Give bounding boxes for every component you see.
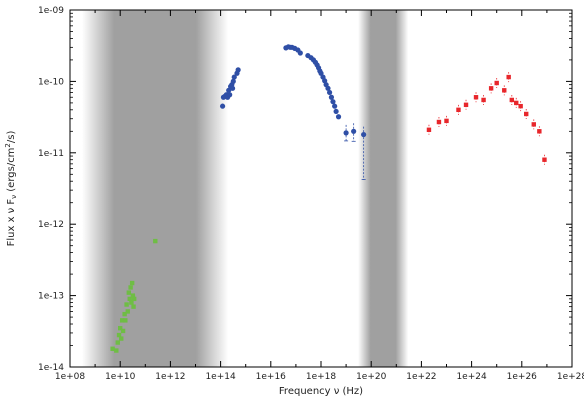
data-point [502, 88, 507, 93]
data-point [531, 122, 536, 127]
x-tick-label: 1e+26 [507, 372, 538, 382]
x-tick-label: 1e+20 [356, 372, 387, 382]
data-point [122, 311, 127, 317]
data-point [436, 119, 442, 125]
data-point [125, 309, 130, 314]
y-axis-title: Flux x ν Fν (ergs/cm2/s) [4, 131, 18, 247]
data-point [231, 74, 237, 80]
x-tick-label: 1e+18 [306, 372, 337, 382]
data-point [126, 290, 131, 295]
data-point [124, 302, 129, 307]
data-point [114, 348, 119, 353]
data-point [227, 92, 233, 98]
data-point [226, 87, 232, 93]
shaded-band [358, 10, 409, 367]
data-point [118, 325, 123, 331]
data-point [506, 74, 511, 80]
data-point [116, 332, 122, 338]
axis-ticks: 1e+08 1e+10 1e+12 1e+14 1e+16 1e+18 1e+20 1e+22… [38, 6, 584, 382]
data-point [129, 280, 135, 286]
data-point [456, 107, 461, 113]
y-axis-title-sup: 2 [4, 143, 12, 147]
data-point [325, 85, 331, 91]
data-point [335, 114, 342, 120]
data-point [230, 78, 236, 84]
data-point [127, 296, 132, 302]
data-point [509, 97, 515, 103]
data-point [488, 86, 494, 91]
data-point [119, 318, 125, 323]
y-axis-title-sub: ν [10, 195, 18, 199]
data-point [328, 94, 335, 100]
data-point [463, 102, 469, 108]
data-point [219, 103, 226, 109]
data-point [514, 100, 519, 106]
data-point [330, 99, 336, 105]
x-tick-label: 1e+12 [155, 372, 185, 382]
data-point [542, 157, 547, 162]
data-point [153, 238, 158, 244]
data-point [297, 50, 303, 56]
data-point [123, 318, 128, 323]
y-tick-label: 1e-12 [38, 220, 64, 230]
shaded-bands [81, 10, 409, 367]
x-tick-label: 1e+16 [256, 372, 287, 382]
y-tick-label: 1e-11 [38, 149, 64, 159]
x-tick-label: 1e+24 [456, 372, 487, 382]
x-tick-label: 1e+08 [55, 372, 86, 382]
series-0 [110, 238, 158, 353]
data-point [110, 346, 115, 351]
data-point [229, 85, 236, 91]
data-point [494, 80, 499, 86]
series-2 [426, 72, 547, 165]
data-point [128, 285, 133, 290]
x-tick-label: 1e+10 [105, 372, 136, 382]
data-point [426, 127, 432, 132]
y-tick-label: 1e-10 [38, 77, 64, 87]
y-axis-title-main: Flux x ν F [6, 199, 17, 247]
y-tick-label: 1e-09 [38, 6, 64, 16]
data-point [129, 300, 134, 305]
data-point [537, 129, 542, 134]
data-point [235, 67, 241, 73]
data-points [110, 44, 547, 353]
data-point [120, 328, 126, 334]
x-axis-title: Frequency ν (Hz) [279, 386, 363, 397]
data-point [130, 293, 136, 298]
data-point [518, 103, 523, 109]
x-tick-label: 1e+28 [557, 372, 584, 382]
data-point [119, 336, 124, 341]
data-point [326, 89, 333, 96]
data-point [333, 108, 339, 115]
y-axis-title-end: /s) [6, 131, 17, 144]
data-point [131, 304, 136, 309]
y-tick-label: 1e-13 [38, 292, 64, 302]
y-tick-label: 1e-14 [38, 363, 64, 373]
x-tick-label: 1e+22 [406, 372, 436, 382]
shaded-band [81, 10, 229, 367]
data-point [481, 97, 486, 103]
series-1 [219, 44, 367, 138]
data-point [131, 296, 137, 302]
y-axis-title-mid: (ergs/cm [6, 148, 17, 195]
data-point [332, 103, 338, 109]
data-point [115, 340, 120, 345]
data-point [444, 118, 449, 124]
data-point [473, 95, 479, 100]
data-point [524, 111, 529, 117]
x-tick-label: 1e+14 [205, 372, 236, 382]
